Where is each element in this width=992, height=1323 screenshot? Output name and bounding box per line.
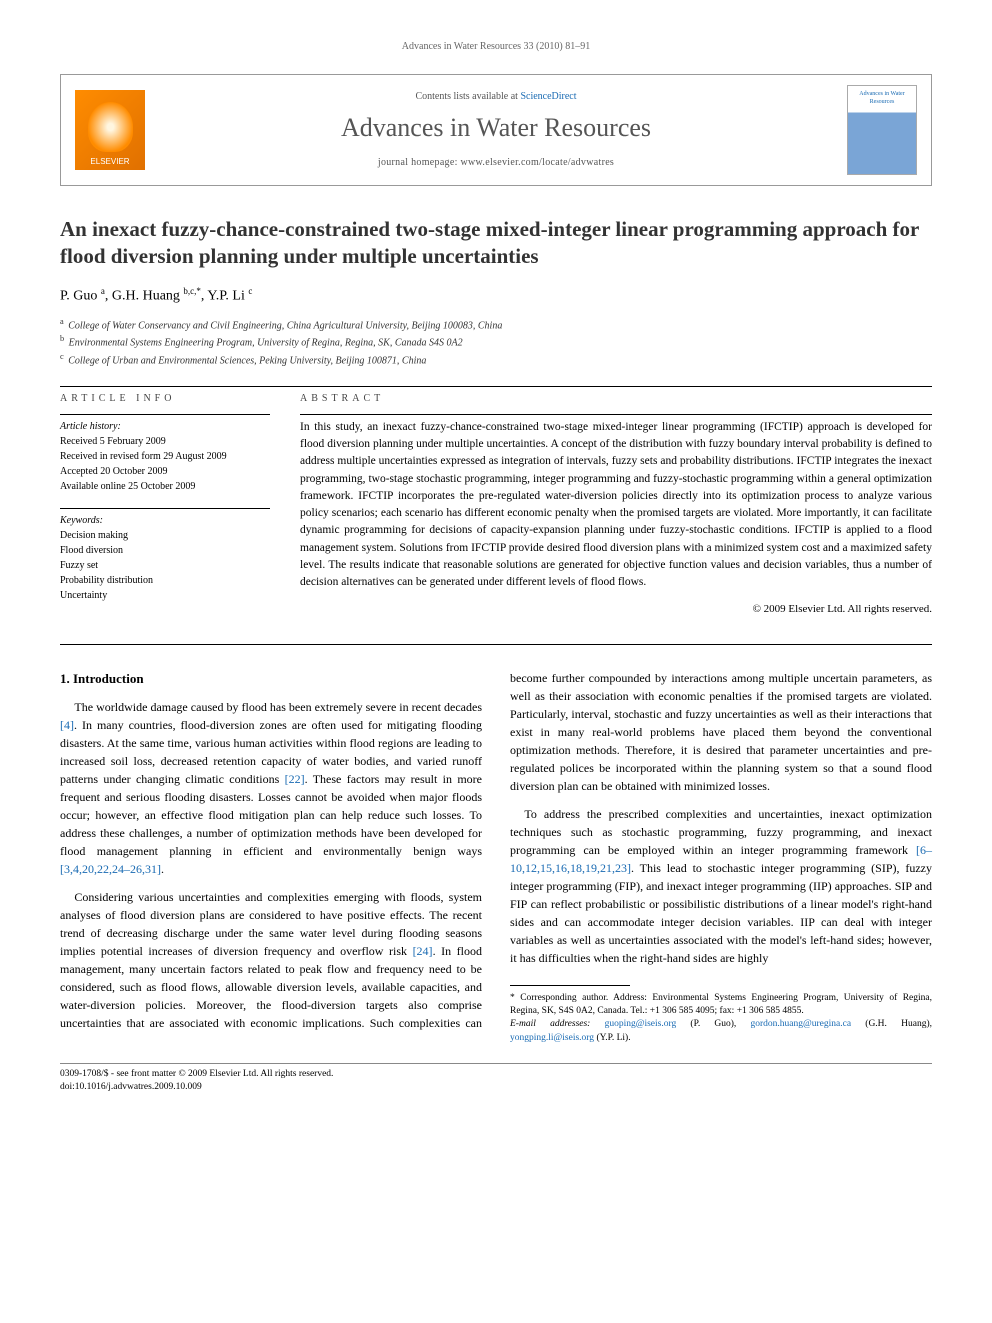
ref-link-multi-1[interactable]: [3,4,20,22,24–26,31]	[60, 862, 161, 876]
intro-para-1: The worldwide damage caused by flood has…	[60, 698, 482, 878]
abstract-heading: abstract	[300, 391, 932, 406]
affiliation-line: a College of Water Conservancy and Civil…	[60, 316, 932, 333]
elsevier-logo: ELSEVIER	[75, 90, 145, 170]
running-head: Advances in Water Resources 33 (2010) 81…	[60, 40, 932, 54]
email-link[interactable]: yongping.li@iseis.org	[510, 1033, 594, 1043]
sciencedirect-link[interactable]: ScienceDirect	[520, 91, 576, 102]
email-label: E-mail addresses:	[510, 1019, 605, 1029]
keyword: Decision making	[60, 528, 270, 543]
affiliation-line: b Environmental Systems Engineering Prog…	[60, 333, 932, 350]
ref-link-22[interactable]: [22]	[285, 772, 305, 786]
rule-info	[60, 414, 270, 415]
abstract-column: abstract In this study, an inexact fuzzy…	[300, 391, 932, 618]
abstract-text: In this study, an inexact fuzzy-chance-c…	[300, 419, 932, 592]
email-addresses-line: E-mail addresses: guoping@iseis.org (P. …	[510, 1018, 932, 1045]
article-info-column: article info Article history: Received 5…	[60, 391, 270, 618]
keyword: Probability distribution	[60, 573, 270, 588]
keyword: Flood diversion	[60, 543, 270, 558]
doi-line: doi:10.1016/j.advwatres.2009.10.009	[60, 1081, 333, 1094]
journal-cover-thumb: Advances in Water Resources	[847, 85, 917, 175]
journal-name: Advances in Water Resources	[159, 110, 833, 146]
contents-available-line: Contents lists available at ScienceDirec…	[159, 90, 833, 104]
abstract-copyright: © 2009 Elsevier Ltd. All rights reserved…	[300, 601, 932, 618]
footnote-separator	[510, 985, 630, 986]
corresponding-author-note: * Corresponding author. Address: Environ…	[510, 992, 932, 1019]
journal-homepage-line: journal homepage: www.elsevier.com/locat…	[159, 156, 833, 170]
history-line: Received 5 February 2009	[60, 434, 270, 449]
body-two-columns: 1. Introduction The worldwide damage cau…	[60, 669, 932, 1045]
keyword: Uncertainty	[60, 588, 270, 603]
ref-link-4[interactable]: [4]	[60, 718, 74, 732]
page-footer: 0309-1708/$ - see front matter © 2009 El…	[60, 1063, 932, 1095]
affiliation-line: c College of Urban and Environmental Sci…	[60, 351, 932, 368]
history-line: Accepted 20 October 2009	[60, 464, 270, 479]
history-label: Article history:	[60, 419, 270, 434]
homepage-url[interactable]: www.elsevier.com/locate/advwatres	[460, 157, 614, 168]
article-title: An inexact fuzzy-chance-constrained two-…	[60, 216, 932, 271]
history-line: Available online 25 October 2009	[60, 479, 270, 494]
contents-prefix: Contents lists available at	[415, 91, 520, 102]
email-link[interactable]: guoping@iseis.org	[605, 1019, 677, 1029]
keywords-block: Keywords: Decision makingFlood diversion…	[60, 513, 270, 603]
author-list: P. Guo a, G.H. Huang b,c,*, Y.P. Li c	[60, 285, 932, 306]
section-1-heading: 1. Introduction	[60, 669, 482, 689]
keywords-label: Keywords:	[60, 513, 270, 528]
ref-link-24[interactable]: [24]	[413, 944, 433, 958]
rule-top	[60, 386, 932, 387]
footnotes: * Corresponding author. Address: Environ…	[510, 992, 932, 1045]
rule-bottom	[60, 644, 932, 645]
journal-header: ELSEVIER Contents lists available at Sci…	[60, 74, 932, 186]
rule-keywords	[60, 508, 270, 509]
email-link[interactable]: gordon.huang@uregina.ca	[751, 1019, 852, 1029]
publisher-name: ELSEVIER	[90, 156, 129, 167]
article-info-heading: article info	[60, 391, 270, 406]
intro-para-3: To address the prescribed complexities a…	[510, 805, 932, 967]
article-history: Article history: Received 5 February 200…	[60, 419, 270, 494]
affiliations: a College of Water Conservancy and Civil…	[60, 316, 932, 368]
homepage-label: journal homepage:	[378, 157, 461, 168]
rule-abstract	[300, 414, 932, 415]
front-matter-line: 0309-1708/$ - see front matter © 2009 El…	[60, 1068, 333, 1081]
history-line: Received in revised form 29 August 2009	[60, 449, 270, 464]
keyword: Fuzzy set	[60, 558, 270, 573]
